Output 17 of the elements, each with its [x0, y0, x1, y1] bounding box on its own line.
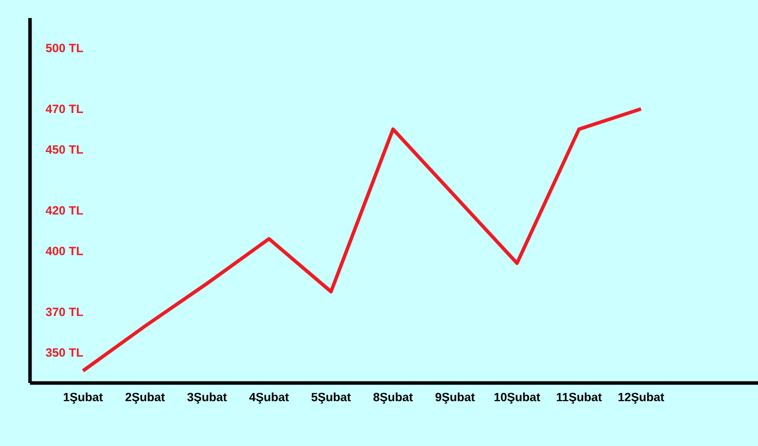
x-tick-label: 4Şubat	[249, 392, 289, 404]
y-tick-label: 370 TL	[46, 308, 84, 316]
x-tick-label: 5Şubat	[311, 392, 351, 404]
y-tick-label: 420 TL	[46, 206, 84, 215]
x-tick-label: 2Şubat	[126, 392, 165, 404]
x-tick-label: 3Şubat	[187, 392, 227, 404]
y-tick-label: 470 TL	[46, 104, 84, 114]
x-tick-label: 11Şubat	[556, 392, 602, 404]
y-tick-label: 450 TL	[46, 145, 84, 154]
x-tick-label: 1Şubat	[64, 392, 103, 404]
x-tick-label: 12Şubat	[618, 392, 664, 404]
y-tick-label: 400 TL	[46, 246, 84, 256]
y-tick-label: 500 TL	[46, 44, 84, 52]
x-tick-label: 8Şubat	[373, 392, 413, 404]
x-tick-label: 10Şubat	[494, 392, 540, 404]
x-tick-label: 9Şubat	[436, 392, 475, 404]
y-tick-label: 350 TL	[46, 348, 84, 357]
